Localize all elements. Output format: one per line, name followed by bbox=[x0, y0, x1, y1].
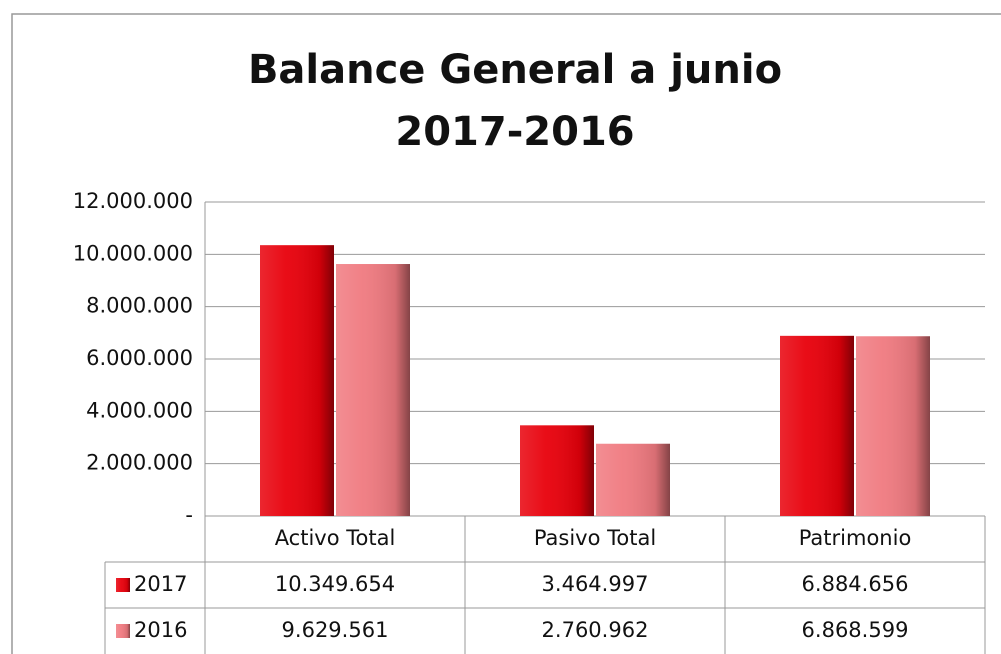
x-tick-label: Activo Total bbox=[275, 526, 396, 550]
data-label: 10.349.654 bbox=[275, 572, 395, 596]
x-tick-label: Patrimonio bbox=[799, 526, 912, 550]
data-label: 9.629.561 bbox=[282, 618, 389, 642]
chart-frame bbox=[11, 13, 1001, 654]
bar-shade bbox=[520, 425, 594, 516]
x-tick-label: Pasivo Total bbox=[534, 526, 656, 550]
y-tick-label: 8.000.000 bbox=[86, 294, 193, 318]
data-label: 6.868.599 bbox=[802, 618, 909, 642]
legend-key-shade bbox=[116, 578, 130, 592]
bar-shade bbox=[596, 443, 670, 516]
bar-shade bbox=[260, 245, 334, 516]
y-tick-label: 10.000.000 bbox=[73, 241, 193, 265]
data-label: 3.464.997 bbox=[542, 572, 649, 596]
chart-title: Balance General a junio bbox=[248, 47, 782, 93]
y-tick-label: 12.000.000 bbox=[73, 189, 193, 213]
y-tick-label: - bbox=[185, 503, 193, 527]
bar-shade bbox=[856, 336, 930, 516]
bar-shade bbox=[780, 335, 854, 516]
y-tick-label: 2.000.000 bbox=[86, 451, 193, 475]
bar-shade bbox=[336, 264, 410, 516]
legend-label: 2016 bbox=[134, 618, 187, 642]
data-label: 6.884.656 bbox=[802, 572, 909, 596]
y-tick-label: 6.000.000 bbox=[86, 346, 193, 370]
legend-key-shade bbox=[116, 624, 130, 638]
y-tick-label: 4.000.000 bbox=[86, 398, 193, 422]
data-label: 2.760.962 bbox=[542, 618, 649, 642]
legend-label: 2017 bbox=[134, 572, 187, 596]
chart-title: 2017-2016 bbox=[395, 109, 634, 155]
